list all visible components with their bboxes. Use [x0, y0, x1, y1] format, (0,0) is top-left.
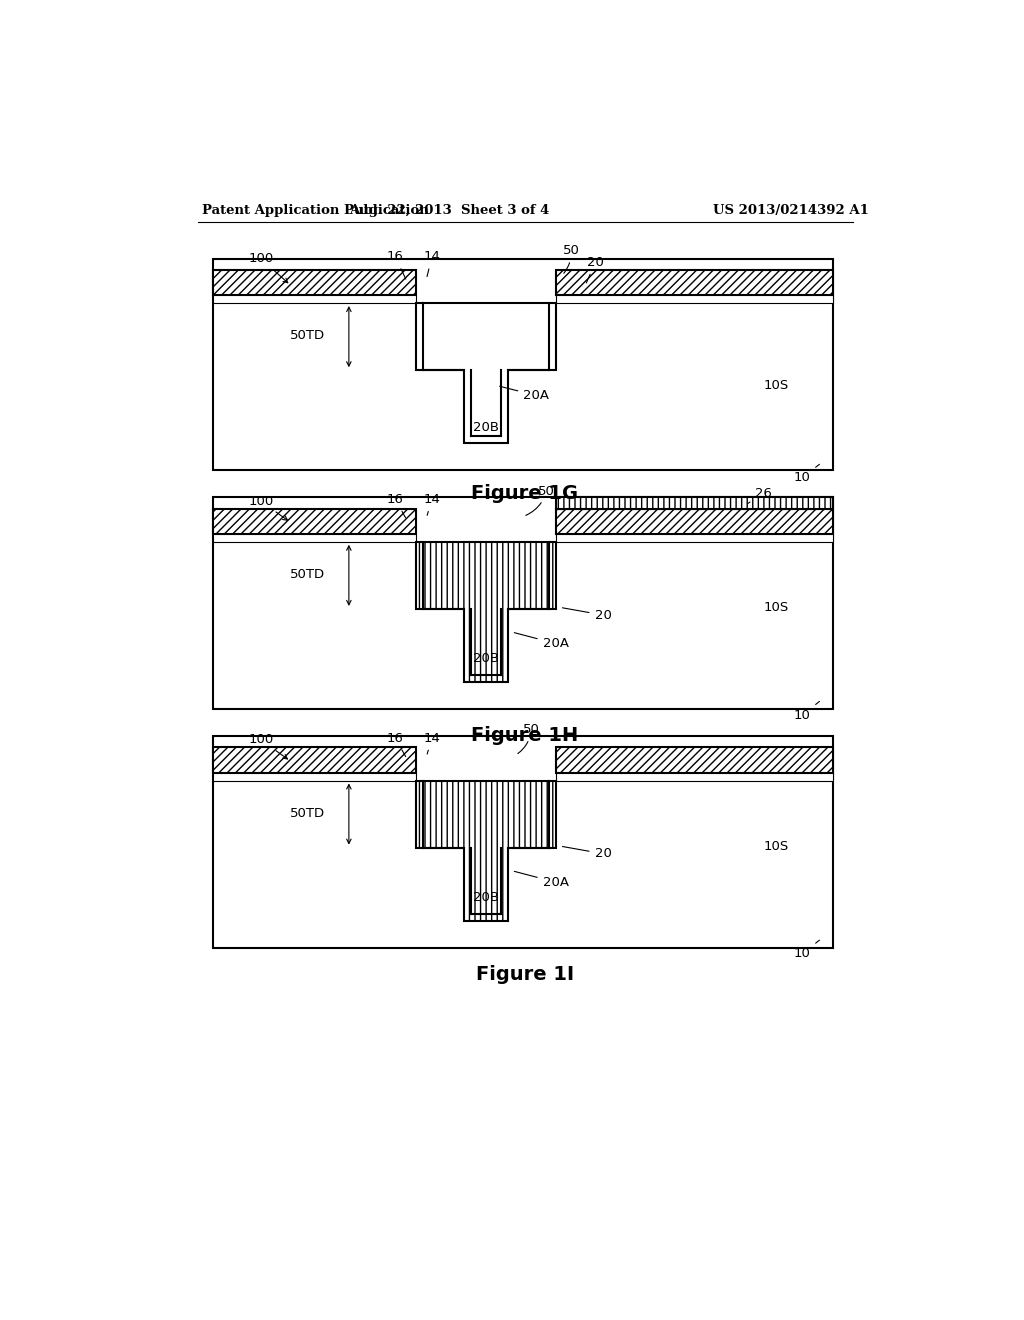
Text: 50: 50 [518, 723, 540, 754]
Text: 50TD: 50TD [290, 329, 326, 342]
Bar [213, 271, 417, 296]
Bar [556, 774, 834, 780]
Text: 20A: 20A [500, 387, 549, 403]
Bar [213, 296, 417, 304]
Bar [556, 508, 834, 535]
Text: 100: 100 [248, 495, 288, 520]
Bar [556, 498, 834, 508]
Text: 14: 14 [423, 731, 440, 754]
Text: Figure 1I: Figure 1I [476, 965, 573, 985]
Polygon shape [417, 543, 556, 682]
Polygon shape [417, 780, 556, 921]
Text: 20B: 20B [473, 891, 499, 904]
Bar [213, 535, 417, 543]
Text: 10S: 10S [764, 601, 788, 614]
Text: 16: 16 [387, 492, 406, 517]
Bar [556, 296, 834, 304]
Text: 20B: 20B [473, 421, 499, 434]
Text: 100: 100 [248, 733, 288, 759]
Text: 16: 16 [387, 731, 406, 756]
Text: 10: 10 [794, 940, 819, 961]
Bar [556, 535, 834, 543]
Text: 100: 100 [248, 252, 288, 282]
Text: Aug. 22, 2013  Sheet 3 of 4: Aug. 22, 2013 Sheet 3 of 4 [349, 205, 550, 218]
Text: 20: 20 [587, 256, 604, 282]
Bar [213, 737, 834, 948]
Text: 20A: 20A [514, 871, 568, 888]
Text: 50TD: 50TD [290, 569, 326, 582]
Bar [213, 747, 417, 774]
Bar [556, 271, 834, 296]
Text: 10: 10 [794, 465, 819, 484]
Polygon shape [417, 304, 556, 444]
Text: 50: 50 [563, 244, 580, 273]
Text: 50: 50 [525, 484, 555, 515]
Text: 20: 20 [562, 607, 611, 622]
Bar [213, 774, 417, 780]
Text: Figure 1H: Figure 1H [471, 726, 579, 746]
Bar [213, 508, 417, 535]
Text: 20: 20 [562, 846, 611, 861]
Bar [213, 259, 834, 470]
Text: 10S: 10S [764, 840, 788, 853]
Text: 20B: 20B [473, 652, 499, 665]
Text: 14: 14 [423, 251, 440, 277]
Text: 14: 14 [423, 492, 440, 515]
Text: 10: 10 [794, 701, 819, 722]
Text: Patent Application Publication: Patent Application Publication [202, 205, 428, 218]
Text: 10S: 10S [764, 379, 788, 392]
Text: 16: 16 [387, 251, 406, 279]
Text: Figure 1G: Figure 1G [471, 484, 579, 503]
Text: US 2013/0214392 A1: US 2013/0214392 A1 [713, 205, 868, 218]
Bar [213, 498, 834, 709]
Text: 26: 26 [748, 487, 772, 503]
Text: 50TD: 50TD [290, 807, 326, 820]
Bar [556, 747, 834, 774]
Text: 20A: 20A [514, 632, 568, 649]
